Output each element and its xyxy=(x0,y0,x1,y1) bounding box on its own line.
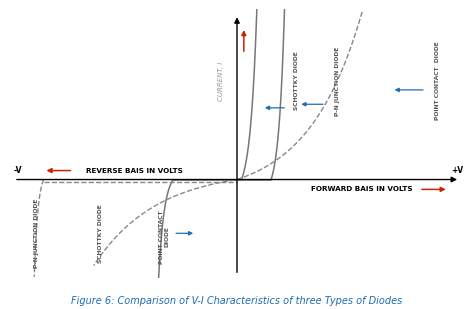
Text: SCHOTTKY DIODE: SCHOTTKY DIODE xyxy=(294,52,299,110)
Text: Figure 6: Comparison of V-I Characteristics of three Types of Diodes: Figure 6: Comparison of V-I Characterist… xyxy=(72,296,402,306)
Text: POINT CONTACT
DIODE: POINT CONTACT DIODE xyxy=(159,210,170,264)
Text: +V: +V xyxy=(452,166,464,175)
Text: CURRENT, I: CURRENT, I xyxy=(218,61,224,101)
Text: P-N JUNCTION DIODE: P-N JUNCTION DIODE xyxy=(335,46,339,116)
Text: POINT CONTACT  DIODE: POINT CONTACT DIODE xyxy=(435,41,440,121)
Text: -V: -V xyxy=(13,166,22,175)
Text: P-N JUNCTION DIODE: P-N JUNCTION DIODE xyxy=(34,199,39,268)
Text: FORWARD BAIS IN VOLTS: FORWARD BAIS IN VOLTS xyxy=(311,186,413,193)
Text: SCHOTTKY DIODE: SCHOTTKY DIODE xyxy=(98,204,103,263)
Text: REVERSE BAIS IN VOLTS: REVERSE BAIS IN VOLTS xyxy=(86,167,183,174)
